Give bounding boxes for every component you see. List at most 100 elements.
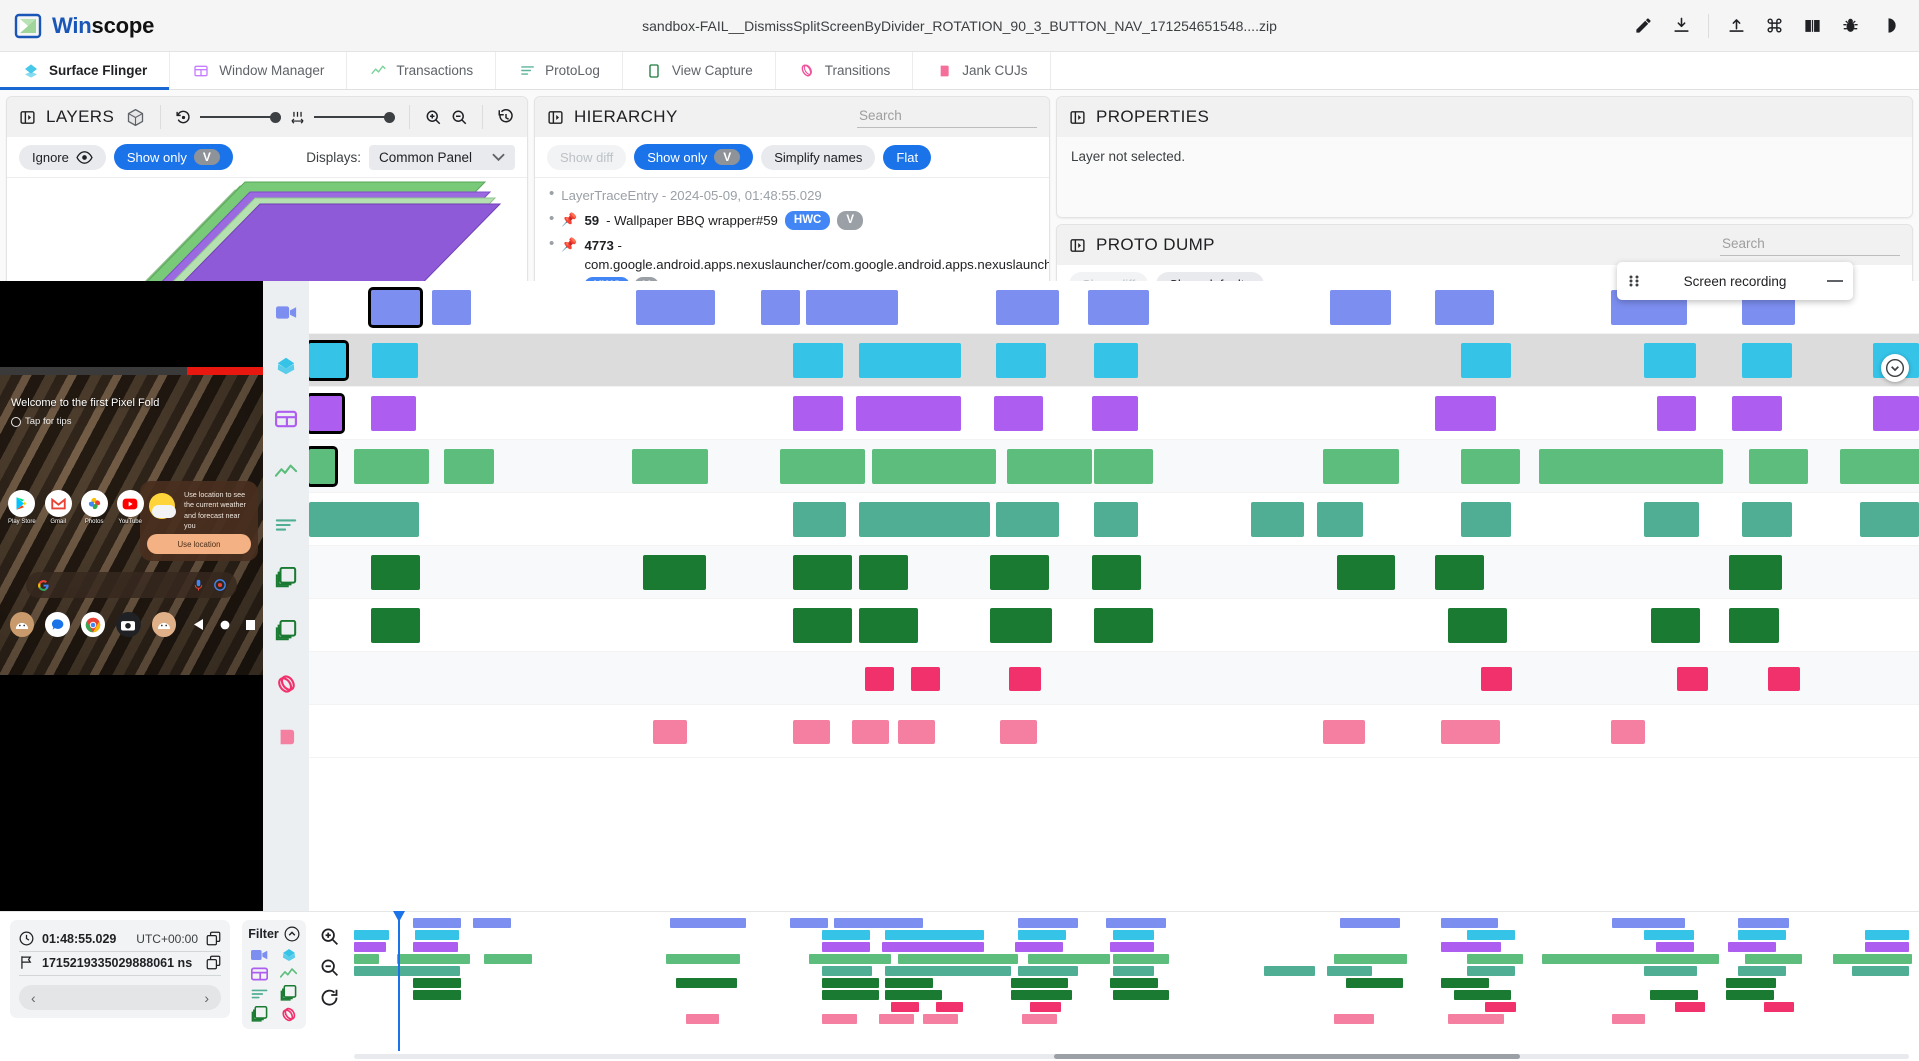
edit-filename-button[interactable] — [1626, 9, 1660, 43]
timeline-entry-block[interactable] — [1094, 343, 1138, 378]
timeline-entry-block[interactable] — [1000, 720, 1037, 744]
tab-transitions[interactable]: Transitions — [776, 52, 914, 89]
camera-icon[interactable] — [116, 612, 141, 637]
android-alt-icon[interactable] — [151, 612, 177, 637]
timeline-entry-block[interactable] — [1323, 720, 1366, 744]
timeline-entry-block[interactable] — [309, 446, 339, 487]
timeline-entry-block[interactable] — [1480, 667, 1512, 691]
hierarchy-search-box[interactable] — [857, 106, 1037, 128]
protolog-track-icon[interactable] — [263, 498, 309, 551]
timeline-entry-block[interactable] — [1840, 449, 1919, 484]
view-capture-track-icon[interactable] — [263, 551, 309, 604]
screen-recording-preview[interactable]: Welcome to the first Pixel Fold Tap for … — [0, 281, 263, 1061]
timeline-entry-block[interactable] — [996, 290, 1060, 325]
3d-view-icon[interactable] — [125, 107, 146, 128]
timeline-entry-block[interactable] — [760, 290, 800, 325]
messages-icon[interactable] — [45, 612, 70, 637]
timeline-entry-block[interactable] — [353, 502, 419, 537]
rotation-reset-icon[interactable] — [175, 109, 192, 126]
timeline-entry-block[interactable] — [1539, 449, 1723, 484]
timeline-entry-block[interactable] — [806, 290, 899, 325]
timeline-entry-block[interactable] — [1441, 720, 1501, 744]
timeline-entry-block[interactable] — [1434, 290, 1494, 325]
minimap-canvas[interactable] — [354, 918, 1912, 1043]
simplify-names-button[interactable]: Simplify names — [761, 144, 876, 170]
zoom-out-icon[interactable] — [450, 108, 468, 126]
use-location-button[interactable]: Use location — [147, 534, 251, 554]
view-capture-2-filter-icon[interactable] — [251, 1006, 268, 1023]
timeline-entry-block[interactable] — [353, 449, 430, 484]
restore-view-icon[interactable] — [497, 108, 515, 126]
dark-mode-toggle[interactable] — [1871, 9, 1905, 43]
timeline-entry-block[interactable] — [1087, 290, 1150, 325]
timeline-entry-block[interactable] — [793, 720, 830, 744]
weather-widget[interactable]: Use location to see the current weather … — [140, 481, 258, 561]
chrome-icon[interactable] — [80, 612, 106, 637]
spacing-slider[interactable] — [314, 111, 395, 123]
transactions-filter-icon[interactable] — [280, 968, 297, 980]
zoom-in-icon[interactable] — [424, 108, 442, 126]
rotation-slider[interactable] — [200, 111, 281, 123]
timeline-entry-block[interactable] — [911, 667, 940, 691]
copy-icon[interactable] — [206, 931, 221, 946]
timeline-row-transitions[interactable] — [309, 652, 1919, 705]
app-item-youtube[interactable]: YouTube — [116, 490, 144, 525]
timeline-entry-block[interactable] — [1650, 608, 1701, 643]
timeline-entry-block[interactable] — [865, 667, 895, 691]
tab-view-capture[interactable]: View Capture — [623, 52, 776, 89]
timeline-row-screen-recording[interactable] — [309, 281, 1919, 334]
zoom-out-icon[interactable] — [319, 957, 340, 978]
screen-recording-filter-icon[interactable] — [251, 949, 268, 961]
timeline-entry-block[interactable] — [1323, 449, 1400, 484]
timeline-entry-block[interactable] — [1447, 608, 1507, 643]
protolog-filter-icon[interactable] — [251, 988, 268, 1000]
pin-icon[interactable]: 📌 — [561, 212, 578, 228]
jank-cujs-track-icon[interactable] — [263, 710, 309, 763]
timeline-entry-block[interactable] — [309, 393, 345, 434]
scrollbar-thumb[interactable] — [1053, 1054, 1521, 1059]
timeline-entry-block[interactable] — [642, 555, 706, 590]
minimap-scrollbar[interactable] — [354, 1054, 1909, 1059]
timeline-entry-block[interactable] — [1316, 502, 1363, 537]
timeline-entry-block[interactable] — [1860, 502, 1919, 537]
app-item-play-store[interactable]: Play Store — [8, 490, 36, 525]
timeline-entry-block[interactable] — [858, 502, 990, 537]
tab-jank-cujs[interactable]: Jank CUJs — [913, 52, 1051, 89]
timeline-entry-block[interactable] — [632, 449, 709, 484]
timeline-entry-block[interactable] — [1742, 343, 1793, 378]
timeline-entry-block[interactable] — [898, 720, 935, 744]
recents-nav-icon[interactable] — [246, 619, 256, 630]
timeline-entry-block[interactable] — [1873, 396, 1919, 431]
timeline-entry-block[interactable] — [989, 608, 1053, 643]
tap-for-tips[interactable]: Tap for tips — [11, 416, 71, 427]
timeline-entry-block[interactable] — [856, 396, 961, 431]
report-bug-button[interactable] — [1833, 9, 1867, 43]
timeline-entry-block[interactable] — [1460, 449, 1520, 484]
android-icon[interactable] — [10, 612, 35, 637]
filter-header[interactable]: Filter — [247, 926, 301, 942]
app-item-gmail[interactable]: Gmail — [44, 490, 72, 525]
ns-time-row[interactable]: 1715219335029888061 ns — [19, 952, 221, 976]
collapse-panel-icon[interactable] — [19, 109, 36, 126]
timeline-entry-block[interactable] — [370, 608, 421, 643]
transitions-filter-icon[interactable] — [280, 1006, 297, 1023]
timeline-entry-block[interactable] — [370, 555, 421, 590]
playhead-handle[interactable] — [392, 911, 405, 922]
hierarchy-search-input[interactable] — [859, 108, 1037, 123]
view-capture-filter-icon[interactable] — [280, 985, 297, 1002]
timeline-entry-block[interactable] — [371, 343, 418, 378]
copy-icon[interactable] — [206, 955, 221, 970]
timeline-entry-block[interactable] — [793, 343, 844, 378]
timeline-entry-block[interactable] — [1434, 396, 1497, 431]
timeline-row-surface-flinger[interactable] — [309, 334, 1919, 387]
timeline-entry-block[interactable] — [1729, 608, 1779, 643]
timeline-entry-block[interactable] — [1251, 502, 1304, 537]
transactions-track-icon[interactable] — [263, 445, 309, 498]
upload-traces-button[interactable] — [1719, 9, 1753, 43]
timeline-row-window-manager[interactable] — [309, 387, 1919, 440]
timeline-entry-block[interactable] — [793, 502, 846, 537]
timeline-entry-block[interactable] — [858, 555, 909, 590]
tab-surface-flinger[interactable]: Surface Flinger — [0, 52, 171, 90]
timeline-minimap[interactable] — [348, 911, 1919, 1061]
google-search-bar[interactable] — [26, 572, 237, 598]
